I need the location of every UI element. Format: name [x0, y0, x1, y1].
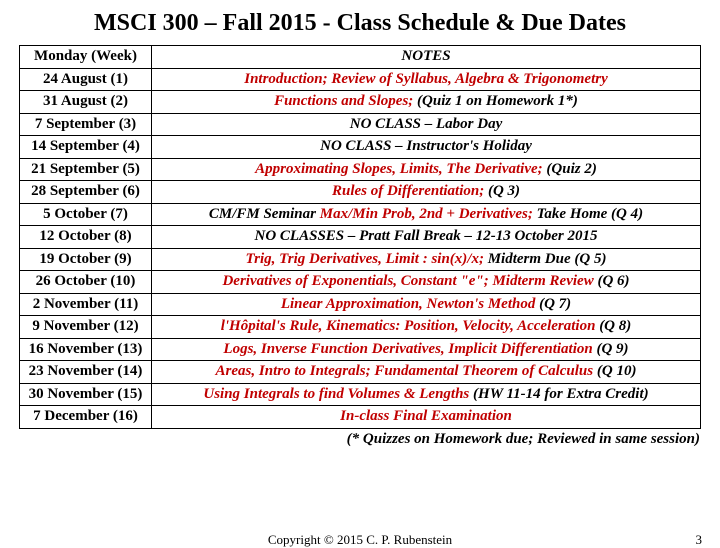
notes-cell: l'Hôpital's Rule, Kinematics: Position, …: [152, 316, 701, 339]
notes-cell: Derivatives of Exponentials, Constant "e…: [152, 271, 701, 294]
date-cell: 2 November (11): [20, 293, 152, 316]
date-cell: 5 October (7): [20, 203, 152, 226]
notes-part: Linear Approximation, Newton's Method: [281, 296, 539, 312]
notes-part: In-class Final Examination: [340, 408, 512, 424]
notes-cell: CM/FM Seminar Max/Min Prob, 2nd + Deriva…: [152, 203, 701, 226]
date-cell: 12 October (8): [20, 226, 152, 249]
notes-part: Max/Min Prob, 2nd + Derivatives;: [320, 206, 537, 222]
date-cell: 24 August (1): [20, 68, 152, 91]
table-row: 9 November (12) l'Hôpital's Rule, Kinemat…: [20, 316, 701, 339]
table-row: 19 October (9) Trig, Trig Derivatives, Li…: [20, 248, 701, 271]
table-row: 5 October (7)CM/FM Seminar Max/Min Prob,…: [20, 203, 701, 226]
header-notes: NOTES: [152, 46, 701, 69]
notes-cell: Approximating Slopes, Limits, The Deriva…: [152, 158, 701, 181]
date-cell: 14 September (4): [20, 136, 152, 159]
notes-part: (Q 8): [599, 318, 631, 334]
table-row: 7 September (3) NO CLASS – Labor Day: [20, 113, 701, 136]
notes-cell: Areas, Intro to Integrals; Fundamental T…: [152, 361, 701, 384]
notes-part: (Quiz 2): [546, 161, 596, 177]
notes-cell: Rules of Differentiation; (Q 3): [152, 181, 701, 204]
notes-cell: Trig, Trig Derivatives, Limit : sin(x)/x…: [152, 248, 701, 271]
notes-part: Using Integrals to find Volumes & Length…: [203, 386, 473, 402]
notes-cell: Linear Approximation, Newton's Method (Q…: [152, 293, 701, 316]
notes-part: (Q 9): [596, 341, 628, 357]
date-cell: 7 September (3): [20, 113, 152, 136]
date-cell: 21 September (5): [20, 158, 152, 181]
table-row: 23 November (14) Areas, Intro to Integral…: [20, 361, 701, 384]
date-cell: 26 October (10): [20, 271, 152, 294]
table-row: 21 September (5) Approximating Slopes, Li…: [20, 158, 701, 181]
date-cell: 23 November (14): [20, 361, 152, 384]
table-row: 2 November (11)Linear Approximation, New…: [20, 293, 701, 316]
table-row: 28 September (6)Rules of Differentiation…: [20, 181, 701, 204]
table-row: 14 September (4) NO CLASS – Instructor's …: [20, 136, 701, 159]
notes-part: (Q 3): [488, 183, 520, 199]
table-row: 24 August (1) Introduction; Review of Syl…: [20, 68, 701, 91]
notes-part: Derivatives of Exponentials, Constant "e…: [222, 273, 597, 289]
table-row: 30 November (15) Using Integrals to find …: [20, 383, 701, 406]
notes-part: CM/FM Seminar: [209, 206, 320, 222]
date-cell: 30 November (15): [20, 383, 152, 406]
notes-part: Take Home (Q 4): [537, 206, 644, 222]
notes-part: Functions and Slopes;: [274, 93, 417, 109]
table-row: 16 November (13) Logs, Inverse Function D…: [20, 338, 701, 361]
notes-part: (Quiz 1 on Homework 1*): [417, 93, 578, 109]
date-cell: 31 August (2): [20, 91, 152, 114]
notes-cell: Introduction; Review of Syllabus, Algebr…: [152, 68, 701, 91]
notes-part: Logs, Inverse Function Derivatives, Impl…: [223, 341, 596, 357]
notes-part: (Q 10): [597, 363, 637, 379]
footnote: (* Quizzes on Homework due; Reviewed in …: [0, 429, 720, 448]
copyright: Copyright © 2015 C. P. Rubenstein: [268, 532, 452, 548]
notes-part: l'Hôpital's Rule, Kinematics: Position, …: [221, 318, 599, 334]
notes-part: NO CLASSES – Pratt Fall Break – 12-13 Oc…: [255, 228, 598, 244]
notes-part: NO CLASS – Labor Day: [350, 116, 503, 132]
notes-part: Trig, Trig Derivatives, Limit : sin(x)/x…: [246, 251, 488, 267]
notes-cell: NO CLASSES – Pratt Fall Break – 12-13 Oc…: [152, 226, 701, 249]
schedule-table: Monday (Week) NOTES 24 August (1) Introdu…: [19, 45, 701, 429]
date-cell: 9 November (12): [20, 316, 152, 339]
notes-part: (HW 11-14 for Extra Credit): [473, 386, 649, 402]
notes-cell: Using Integrals to find Volumes & Length…: [152, 383, 701, 406]
table-row: 26 October (10) Derivatives of Exponentia…: [20, 271, 701, 294]
date-cell: 16 November (13): [20, 338, 152, 361]
page-number: 3: [696, 532, 703, 548]
notes-cell: NO CLASS – Instructor's Holiday: [152, 136, 701, 159]
notes-part: Areas, Intro to Integrals; Fundamental T…: [216, 363, 597, 379]
notes-cell: In-class Final Examination: [152, 406, 701, 429]
notes-part: NO CLASS – Instructor's Holiday: [320, 138, 532, 154]
table-header-row: Monday (Week) NOTES: [20, 46, 701, 69]
date-cell: 19 October (9): [20, 248, 152, 271]
notes-part: Introduction; Review of Syllabus, Algebr…: [244, 71, 608, 87]
notes-cell: NO CLASS – Labor Day: [152, 113, 701, 136]
page-title: MSCI 300 – Fall 2015 - Class Schedule & …: [0, 0, 720, 45]
header-date: Monday (Week): [20, 46, 152, 69]
notes-part: Rules of Differentiation;: [332, 183, 488, 199]
notes-cell: Functions and Slopes; (Quiz 1 on Homewor…: [152, 91, 701, 114]
notes-part: Approximating Slopes, Limits, The Deriva…: [255, 161, 546, 177]
table-row: 12 October (8) NO CLASSES – Pratt Fall Br…: [20, 226, 701, 249]
notes-part: (Q 7): [539, 296, 571, 312]
table-row: 31 August (2)Functions and Slopes; (Quiz…: [20, 91, 701, 114]
notes-cell: Logs, Inverse Function Derivatives, Impl…: [152, 338, 701, 361]
date-cell: 7 December (16): [20, 406, 152, 429]
table-row: 7 December (16) In-class Final Examinatio…: [20, 406, 701, 429]
notes-part: Midterm Due (Q 5): [488, 251, 607, 267]
date-cell: 28 September (6): [20, 181, 152, 204]
notes-part: (Q 6): [597, 273, 629, 289]
